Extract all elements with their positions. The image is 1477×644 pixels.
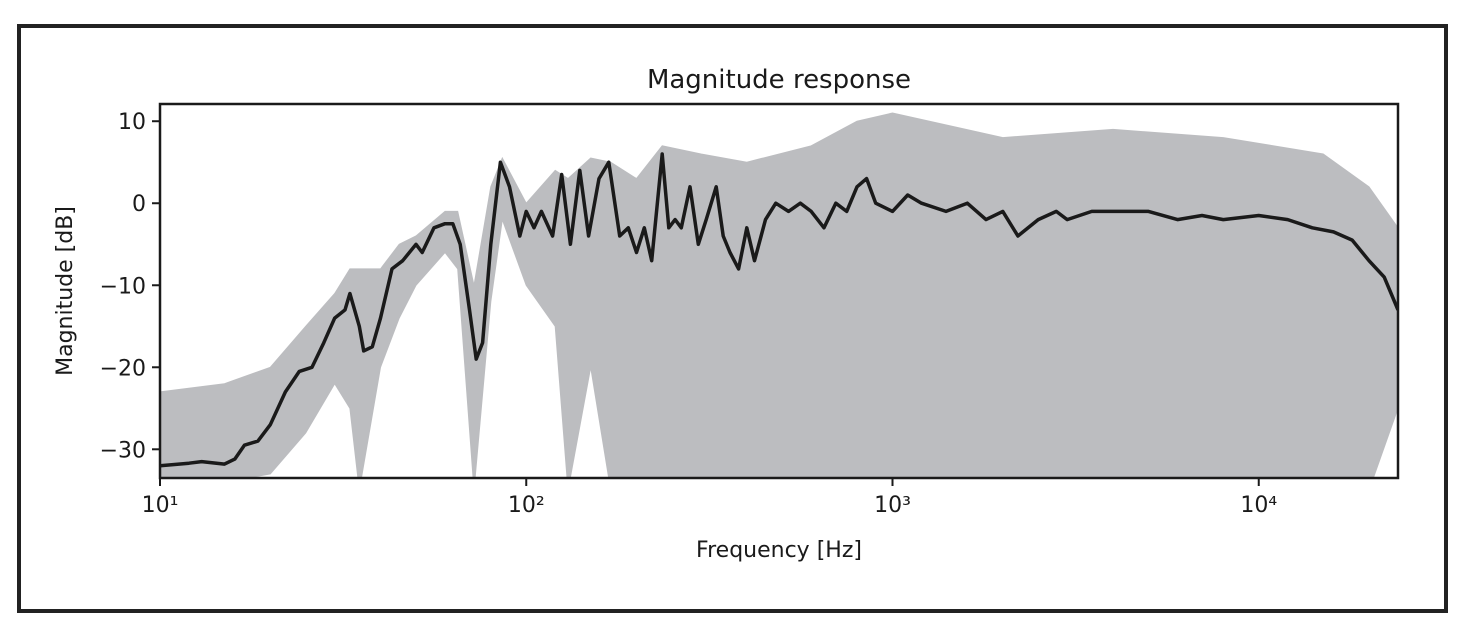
ensemble-band [160, 112, 1398, 478]
x-tick-label: 10¹ [142, 493, 179, 518]
x-tick-label: 10² [508, 493, 545, 518]
mean-line [160, 152, 1398, 468]
plot-area [160, 112, 1398, 478]
y-tick-label: 0 [132, 192, 146, 217]
x-tick-label: 10⁴ [1240, 493, 1277, 518]
axes-frame [158, 102, 1400, 480]
y-tick-label: −30 [100, 438, 146, 463]
y-tick-label: 10 [118, 110, 146, 135]
y-tick-label: −10 [100, 274, 146, 299]
x-axis-label: Frequency [Hz] [696, 538, 862, 563]
y-tick-label: −20 [100, 356, 146, 381]
x-tick-label: 10³ [874, 493, 911, 518]
y-axis-label: Magnitude [dB] [53, 206, 78, 376]
chart-title: Magnitude response [647, 65, 911, 95]
